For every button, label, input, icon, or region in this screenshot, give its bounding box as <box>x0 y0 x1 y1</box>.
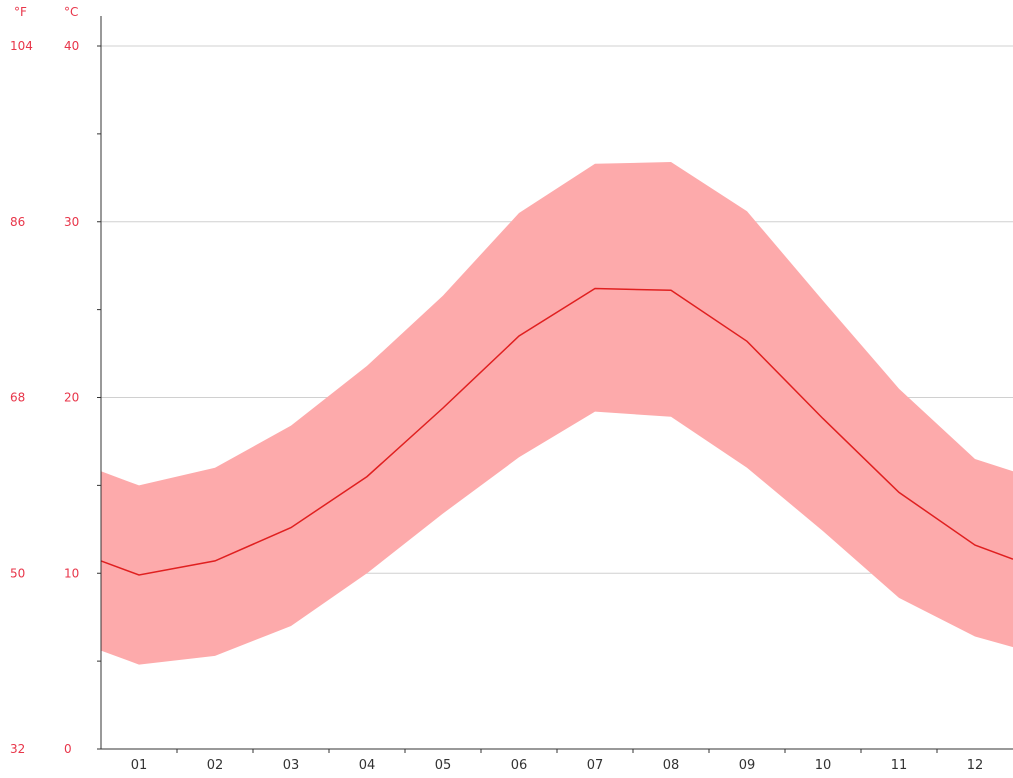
y-tick-label-fahrenheit: 50 <box>10 566 25 580</box>
fahrenheit-unit-label: °F <box>14 5 27 19</box>
y-tick-label-fahrenheit: 104 <box>10 39 33 53</box>
y-tick-label-celsius: 0 <box>64 742 72 756</box>
y-tick-label-celsius: 40 <box>64 39 79 53</box>
x-tick-label: 10 <box>815 758 832 773</box>
x-tick-label: 05 <box>435 758 452 773</box>
mean-temperature-line <box>100 287 1013 576</box>
y-axis-ticks: 40 104 30 86 20 68 10 50 0 32 <box>10 39 101 756</box>
x-tick-label: 12 <box>967 758 984 773</box>
y-tick-label-celsius: 30 <box>64 215 79 229</box>
x-tick-label: 03 <box>283 758 300 773</box>
celsius-unit-label: °C <box>64 5 78 19</box>
x-tick-label: 01 <box>131 758 148 773</box>
y-tick-label-fahrenheit: 68 <box>10 391 25 405</box>
x-tick-label: 04 <box>359 758 376 773</box>
x-tick-label: 02 <box>207 758 224 773</box>
x-tick-label: 11 <box>891 758 908 773</box>
x-tick-label: 06 <box>511 758 528 773</box>
y-tick-label-fahrenheit: 32 <box>10 742 25 756</box>
y-tick-label-fahrenheit: 86 <box>10 215 25 229</box>
y-tick-label-celsius: 20 <box>64 391 79 405</box>
x-tick-label: 07 <box>587 758 604 773</box>
x-tick-label: 08 <box>663 758 680 773</box>
y-tick-label-celsius: 10 <box>64 566 79 580</box>
x-tick-label: 09 <box>739 758 756 773</box>
x-axis-ticks: 01 02 03 04 05 06 07 08 09 10 11 12 <box>131 749 984 773</box>
temperature-range-band <box>101 162 1013 665</box>
